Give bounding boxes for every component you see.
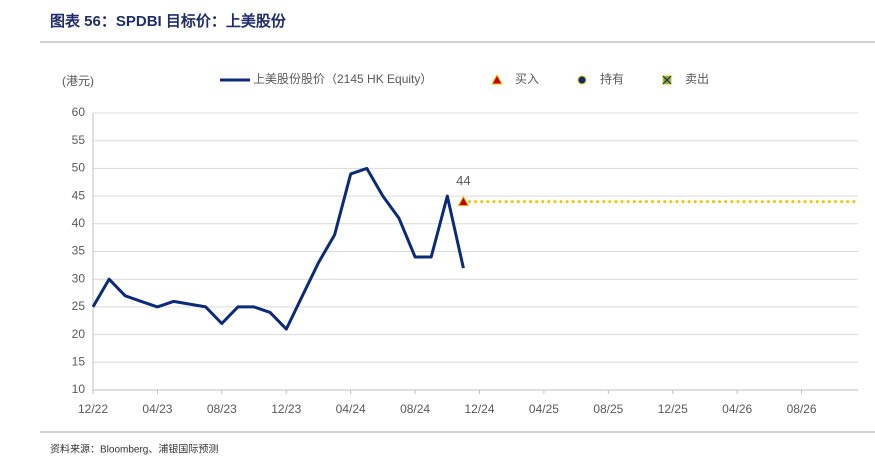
y-tick-label: 40 — [72, 216, 86, 230]
y-tick-label: 45 — [72, 188, 86, 202]
y-tick-label: 50 — [72, 161, 86, 175]
x-tick-label: 04/26 — [722, 402, 752, 416]
x-tick-label: 08/24 — [400, 402, 430, 416]
x-tick-label: 12/25 — [658, 402, 688, 416]
x-tick-label: 12/22 — [78, 402, 108, 416]
legend-symbol — [491, 73, 503, 85]
x-tick-label: 08/26 — [787, 402, 817, 416]
x-tick-label: 08/23 — [207, 402, 237, 416]
x-tick-label: 04/24 — [336, 402, 366, 416]
legend-label: 持有 — [600, 71, 624, 86]
x-tick-label: 04/25 — [529, 402, 559, 416]
y-tick-label: 15 — [72, 354, 86, 368]
y-tick-label: 25 — [72, 299, 86, 313]
y-tick-label: 60 — [72, 105, 86, 119]
target-label: 44 — [456, 173, 470, 188]
target-marker — [457, 195, 470, 207]
source: 资料来源：Bloomberg、浦银国际预测 — [50, 443, 218, 456]
legend-label: 卖出 — [685, 72, 709, 86]
y-axis-label: (港元) — [62, 74, 94, 88]
legend-symbol — [577, 75, 587, 85]
y-tick-label: 20 — [72, 327, 86, 341]
legend-label: 买入 — [515, 72, 539, 86]
x-tick-label: 12/23 — [271, 402, 301, 416]
legend-label: 上美股份股价（2145 HK Equity） — [253, 72, 432, 86]
y-tick-label: 35 — [72, 244, 86, 258]
x-tick-label: 04/23 — [142, 402, 172, 416]
chart-title: 图表 56：SPDBI 目标价：上美股份 — [50, 12, 287, 30]
x-tick-label: 08/25 — [593, 402, 623, 416]
y-tick-label: 30 — [72, 271, 86, 285]
legend-symbol — [662, 75, 672, 85]
x-tick-label: 12/24 — [464, 402, 494, 416]
y-tick-label: 55 — [72, 133, 86, 147]
y-tick-label: 10 — [72, 382, 86, 396]
price-line — [91, 166, 465, 331]
